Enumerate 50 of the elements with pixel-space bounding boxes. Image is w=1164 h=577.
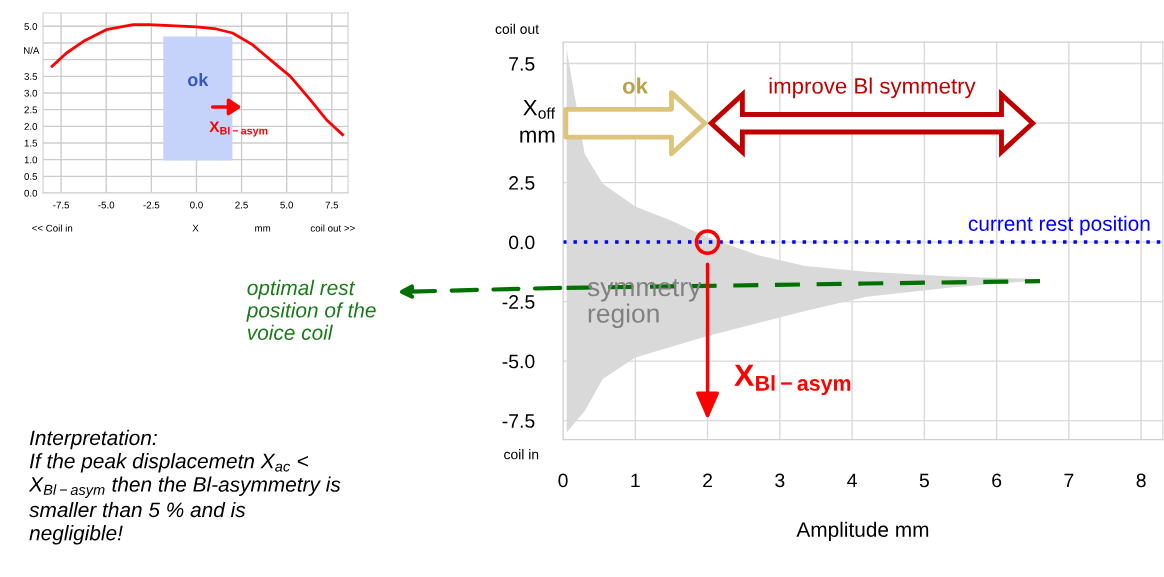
text: Interpretation: If the peak displacemetn X$_{ac}$ < X$_{Bl−asym}$ then the Bl-asymmetry is smaller than 5 % and is negligible! [28,429,341,545]
x-tick-label: 5 [919,473,929,488]
y-tick-label: 7.5 [509,57,535,71]
y-tick-label: 3.5 [24,73,38,80]
y-tick-label: 3.0 [24,89,38,97]
text: optimal rest position of the voice coil [246,279,376,341]
y-tick-label: 0.0 [24,189,38,197]
y-tick-label: 2.0 [24,123,38,130]
y-tick-label: -2.5 [502,295,535,309]
text: coil out [495,23,539,34]
annotation: X$_{Bl−asym}$ [209,121,268,137]
text: X [192,224,199,232]
ref-line-label: current rest position [968,215,1150,236]
annotation: symmetry region [587,279,702,329]
x-tick-label: 2 [703,473,712,488]
x-tick-label: 5.0 [280,201,294,209]
x-tick-label: -5.0 [98,201,115,209]
y-tick-label: 1.0 [24,156,38,164]
y-tick-label: 0.5 [24,173,38,180]
annotation: improve Bl symmetry [769,77,976,99]
y-tick-label: 0.0 [508,235,535,250]
x-tick-label: 0 [558,473,568,488]
annotation: ok [622,77,648,94]
band-label: ok [187,72,209,87]
text: coil in [504,449,539,460]
x-tick-label: 0.0 [190,201,203,209]
x-tick-label: -7.5 [53,201,70,209]
x-axis-title: Amplitude mm [796,521,929,542]
y-tick-label: 5.0 [24,23,38,30]
x-tick-label: 1 [631,473,640,488]
y-axis-title: N/A [24,46,40,54]
y-tick-label: -5.0 [502,354,535,369]
annotation: X$_{Bl−asym}$ [734,364,851,396]
text: coil out >> [310,224,355,232]
x-tick-label: 2.5 [235,201,248,209]
x-tick-label: 8 [1136,473,1146,488]
x-tick-label: 7.5 [325,201,339,209]
y-tick-label: 2.5 [509,176,535,190]
x-tick-label: 3 [775,473,785,488]
x-tick-label: 4 [847,473,857,488]
x-tick-label: 6 [992,473,1002,488]
text: << Coil in [32,224,73,232]
y-tick-label: -7.5 [502,414,535,428]
x-tick-label: -2.5 [143,201,160,209]
text: mm [255,226,271,232]
line-series [50,23,345,137]
y-tick-label: 1.5 [24,139,38,147]
y-tick-label: 2.5 [24,106,38,114]
y-axis-title: X$_{off}$ mm [520,99,556,143]
x-tick-label: 7 [1064,473,1074,488]
